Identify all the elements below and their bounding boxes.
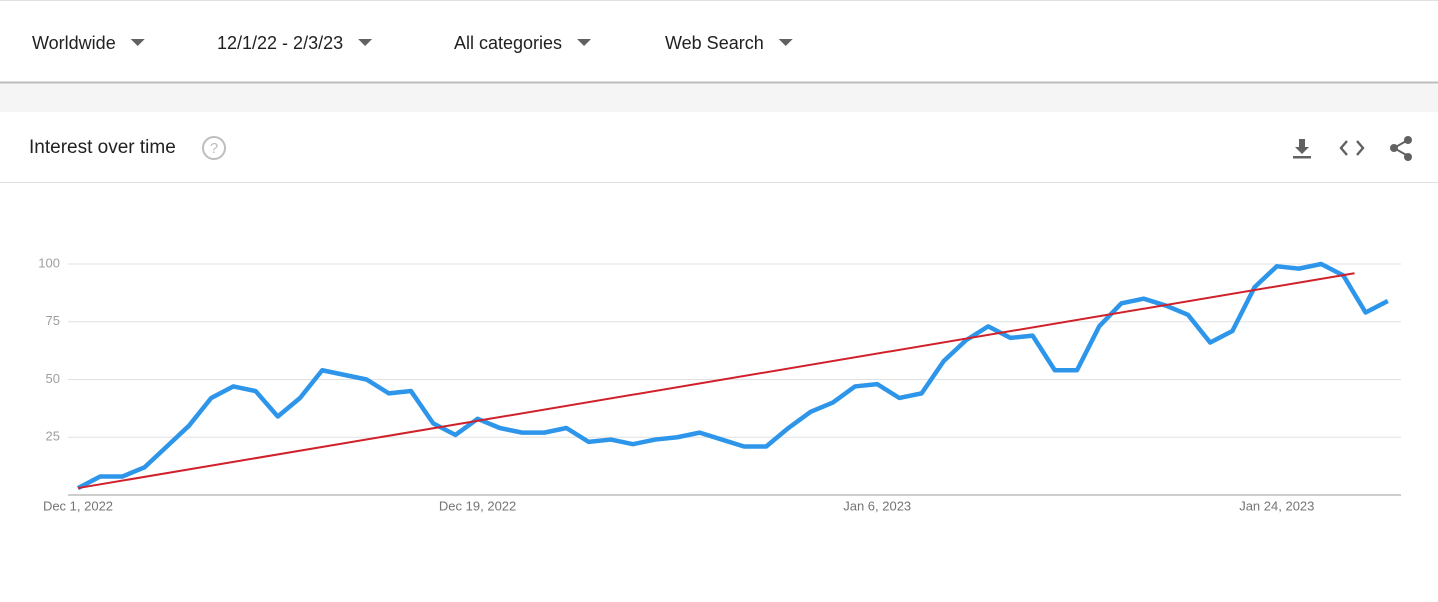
help-icon[interactable]: ?: [202, 136, 226, 160]
help-glyph: ?: [210, 140, 218, 157]
dropdown-arrow: [130, 39, 145, 46]
dropdown-arrow: [778, 39, 793, 46]
download-icon[interactable]: [1293, 139, 1311, 159]
filter-bar: [0, 0, 1438, 82]
trend-series-line: [76, 261, 1389, 491]
y-tick-label: 75: [46, 313, 60, 328]
filter-label: 12/1/22 - 2/3/23: [217, 33, 343, 53]
download-base: [1293, 156, 1311, 159]
x-tick-label: Dec 1, 2022: [43, 498, 113, 513]
download-arrow: [1295, 139, 1309, 154]
dropdown-arrow: [577, 39, 592, 46]
filter-label: Web Search: [665, 33, 764, 53]
filter-dropdown[interactable]: All categories: [454, 33, 592, 53]
filter-dropdown[interactable]: Worldwide: [32, 33, 145, 53]
section-title: Interest over time: [29, 137, 176, 158]
filter-dropdown[interactable]: 12/1/22 - 2/3/23: [217, 33, 373, 53]
share-dot: [1404, 153, 1412, 161]
share-dot: [1404, 136, 1412, 144]
embed-icon[interactable]: [1339, 140, 1365, 156]
dropdown-arrow: [358, 39, 373, 46]
y-tick-label: 50: [46, 371, 60, 386]
x-tick-label: Jan 24, 2023: [1239, 498, 1314, 513]
help-circle: [202, 136, 226, 160]
y-tick-label: 100: [38, 255, 60, 270]
separator-band: [0, 82, 1438, 112]
x-tick-label: Dec 19, 2022: [439, 498, 516, 513]
filter-dropdown[interactable]: Web Search: [665, 33, 793, 53]
share-dot: [1390, 144, 1398, 152]
share-icon[interactable]: [1390, 136, 1412, 161]
y-tick-label: 25: [46, 429, 60, 444]
filter-label: Worldwide: [32, 33, 116, 53]
x-tick-label: Jan 6, 2023: [843, 498, 911, 513]
filter-label: All categories: [454, 33, 562, 53]
trend-line: [77, 272, 1355, 490]
